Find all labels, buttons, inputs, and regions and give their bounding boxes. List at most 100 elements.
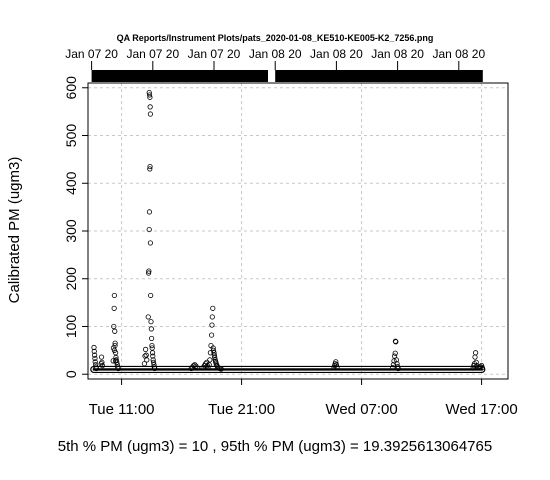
data-point — [112, 328, 118, 334]
data-point — [111, 323, 117, 330]
data-point — [152, 365, 158, 372]
data-point — [147, 104, 153, 110]
data-point — [93, 365, 100, 372]
data-point — [333, 359, 339, 365]
data-point — [191, 363, 197, 369]
data-point — [150, 357, 156, 363]
data-point — [210, 345, 216, 351]
data-point — [92, 362, 99, 368]
data-point — [192, 362, 198, 368]
data-point — [148, 292, 154, 299]
footer-stats: 5th % PM (ugm3) = 10 , 95th % PM (ugm3) … — [57, 438, 493, 455]
status-bars — [91, 70, 483, 82]
data-point — [390, 362, 396, 368]
top-axis-label: Jan 08 20 — [310, 47, 363, 61]
data-point — [390, 364, 396, 371]
data-point — [149, 335, 155, 342]
data-point — [212, 354, 218, 361]
data-point — [141, 361, 147, 367]
data-point — [334, 364, 340, 370]
data-point — [145, 314, 151, 320]
data-point — [92, 355, 98, 362]
y-tick-label: 500 — [63, 124, 79, 148]
top-axis: Jan 07 20 Jan 07 20 Jan 07 20 Jan 08 20 Jan … — [65, 47, 485, 70]
data-point — [151, 362, 157, 368]
status-bar — [91, 70, 268, 82]
data-point — [150, 359, 157, 365]
data-point — [206, 362, 212, 368]
x-tick-label: Tue 11:00 — [89, 401, 155, 418]
data-point — [111, 347, 118, 353]
data-point — [391, 358, 397, 364]
data-point — [99, 359, 105, 365]
data-point — [148, 319, 154, 325]
data-point — [209, 314, 215, 320]
data-point — [147, 94, 153, 100]
data-point — [209, 322, 215, 328]
data-point — [392, 350, 398, 356]
data-point — [91, 348, 97, 354]
grid-lines — [88, 83, 508, 379]
data-point — [194, 365, 200, 371]
data-point — [211, 350, 217, 356]
top-axis-label: Jan 08 20 — [371, 47, 424, 61]
y-tick-label: 300 — [63, 219, 79, 243]
data-point — [149, 342, 155, 349]
data-point — [472, 354, 478, 360]
x-axis: Tue 11:00 Tue 21:00 Wed 07:00 Wed 17:00 — [89, 379, 518, 418]
baseline-band — [90, 365, 486, 374]
data-point — [479, 364, 485, 371]
data-point — [92, 359, 98, 365]
data-point — [99, 363, 106, 369]
data-point — [113, 357, 119, 363]
data-point — [147, 166, 153, 172]
data-point — [113, 354, 119, 361]
data-point — [472, 350, 479, 356]
baseline-series — [90, 365, 486, 374]
top-axis-label: Jan 07 20 — [65, 47, 118, 61]
data-point — [114, 359, 120, 365]
data-points — [91, 89, 485, 372]
data-point — [148, 326, 154, 332]
data-point — [143, 352, 149, 358]
data-point — [150, 353, 156, 359]
status-bar — [275, 70, 483, 82]
data-point — [147, 240, 153, 246]
data-point — [98, 354, 105, 360]
y-tick-label: 400 — [63, 171, 79, 195]
x-tick-label: Wed 17:00 — [445, 401, 517, 418]
top-axis-label: Jan 07 20 — [188, 47, 241, 61]
data-point — [112, 340, 118, 346]
data-point — [211, 352, 217, 358]
data-point — [149, 350, 156, 356]
y-tick-label: 200 — [63, 267, 79, 291]
data-point — [115, 365, 121, 372]
y-tick-label: 0 — [63, 370, 79, 378]
data-point — [146, 89, 152, 96]
chart-title: QA Reports/Instrument Plots/pats_2020-01… — [116, 33, 434, 43]
data-point — [205, 364, 211, 371]
data-point — [146, 92, 153, 98]
data-point — [147, 111, 153, 117]
data-point — [393, 339, 399, 345]
x-tick-label: Wed 07:00 — [325, 401, 397, 418]
data-point — [147, 163, 153, 170]
y-tick-label: 100 — [63, 315, 79, 339]
data-point — [111, 292, 118, 299]
top-axis-label: Jan 07 20 — [126, 47, 179, 61]
y-axis-label: Calibrated PM (ugm3) — [6, 157, 23, 304]
data-point — [146, 268, 152, 274]
data-point — [393, 357, 399, 363]
data-point — [146, 209, 153, 215]
data-point — [144, 357, 150, 363]
x-tick-label: Tue 21:00 — [208, 401, 275, 418]
data-point — [210, 305, 216, 311]
data-point — [111, 305, 117, 311]
top-axis-label: Jan 08 20 — [249, 47, 302, 61]
data-point — [113, 358, 119, 364]
top-axis-label: Jan 08 20 — [432, 47, 485, 61]
data-point — [473, 359, 479, 365]
data-point — [207, 357, 213, 363]
data-point — [333, 362, 339, 368]
